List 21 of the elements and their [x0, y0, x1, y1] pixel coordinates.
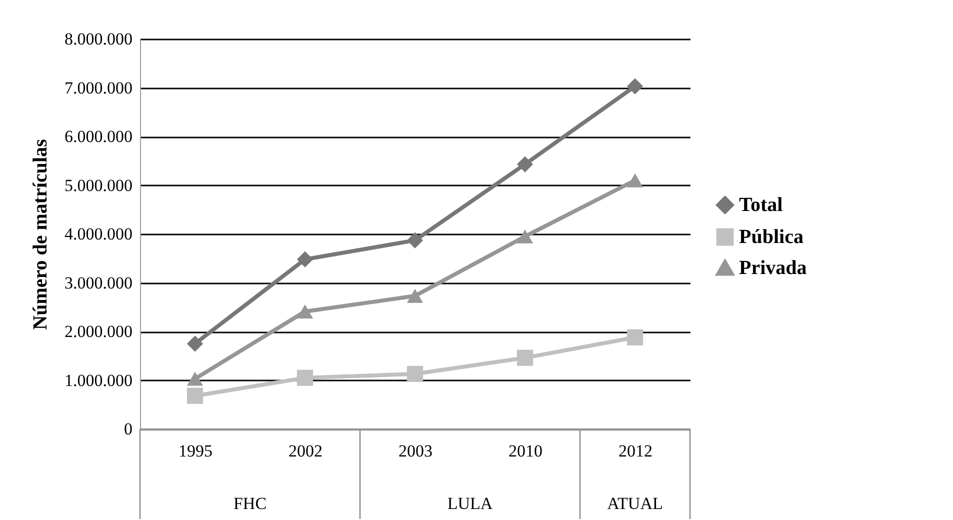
- y-tick-label: 6.000.000: [64, 127, 132, 146]
- y-tick-label: 0: [124, 420, 132, 438]
- y-tick-label: 8.000.000: [64, 30, 132, 48]
- y-tick-label: 5.000.000: [64, 176, 132, 195]
- y-axis-title: Número de matrículas: [30, 138, 52, 330]
- legend-label: Total: [739, 194, 784, 216]
- x-tick-label: 2002: [288, 442, 322, 460]
- y-tick-label: 1.000.000: [64, 370, 132, 390]
- text: FHC: [233, 494, 267, 513]
- text: LULA: [447, 494, 494, 513]
- text: ATUAL: [607, 494, 663, 513]
- x-tick-label: 2010: [508, 442, 542, 460]
- legend-label: Privada: [739, 257, 807, 279]
- x-tick-label: 1995: [178, 442, 212, 460]
- y-tick-label: 7.000.000: [64, 78, 132, 98]
- x-tick-label: 2012: [618, 442, 652, 460]
- x-tick-label: 2003: [398, 442, 432, 460]
- y-tick-label: 4.000.000: [64, 224, 132, 244]
- legend-label: Pública: [739, 226, 804, 248]
- y-tick-label: 3.000.000: [64, 273, 132, 292]
- y-tick-label: 2.000.000: [64, 322, 132, 341]
